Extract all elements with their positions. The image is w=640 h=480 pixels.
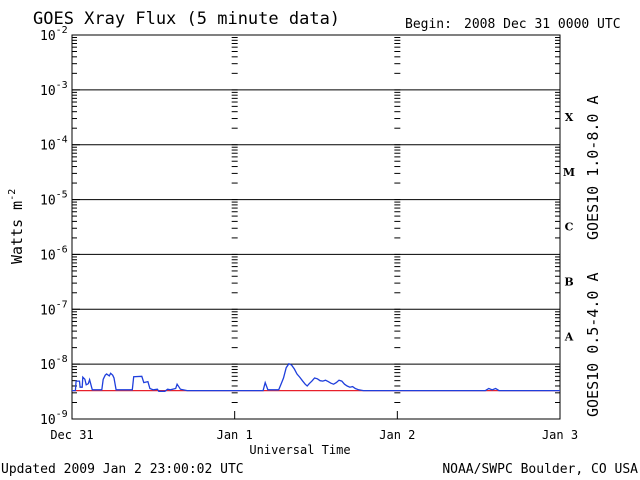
series-line xyxy=(72,362,560,392)
x-tick-label: Jan 2 xyxy=(379,428,415,442)
chart-title: GOES Xray Flux (5 minute data) xyxy=(33,9,340,29)
series-layer xyxy=(72,362,560,392)
y-tick-label: 10-8 xyxy=(40,354,68,373)
flare-class-label: M xyxy=(563,166,575,179)
y-tick-label: 10-7 xyxy=(40,299,68,318)
flare-class-label: B xyxy=(564,276,573,289)
credit-text: NOAA/SWPC Boulder, CO USA xyxy=(442,462,638,477)
flare-class-label: X xyxy=(565,111,574,124)
y-axis-label: Watts m-2 xyxy=(7,189,26,264)
x-tick-label: Jan 1 xyxy=(217,428,253,442)
y-tick-label: 10-2 xyxy=(40,25,68,44)
legend-goes10-long: GOES10 1.0-8.0 A xyxy=(584,96,602,241)
y-tick-label: 10-3 xyxy=(40,80,68,99)
begin-label: Begin: xyxy=(405,17,452,32)
x-axis-label: Universal Time xyxy=(249,443,350,457)
y-tick-label: 10-9 xyxy=(40,409,68,428)
y-tick-label: 10-4 xyxy=(40,135,68,154)
flare-class-label: A xyxy=(564,330,574,343)
y-tick-label: 10-6 xyxy=(40,244,68,263)
x-tick-labels: Dec 31 Jan 1 Jan 2 Jan 3 xyxy=(50,428,578,442)
y-tick-labels: 10-9 10-8 10-7 10-6 10-5 10-4 10-3 10-2 xyxy=(40,25,68,428)
day-divider-ticks xyxy=(231,37,401,420)
y-tick-label: 10-5 xyxy=(40,190,68,209)
begin-value: 2008 Dec 31 0000 UTC xyxy=(464,17,621,32)
legend-goes10-short: GOES10 0.5-4.0 A xyxy=(584,273,602,418)
plot-frame xyxy=(71,34,561,420)
updated-timestamp: Updated 2009 Jan 2 23:00:02 UTC xyxy=(1,462,244,477)
x-tick-label: Jan 3 xyxy=(542,428,578,442)
flare-class-label: C xyxy=(565,221,574,234)
grid-lines xyxy=(72,37,560,420)
x-tick-label: Dec 31 xyxy=(50,428,93,442)
flare-class-labels: X M C B A xyxy=(563,111,575,343)
